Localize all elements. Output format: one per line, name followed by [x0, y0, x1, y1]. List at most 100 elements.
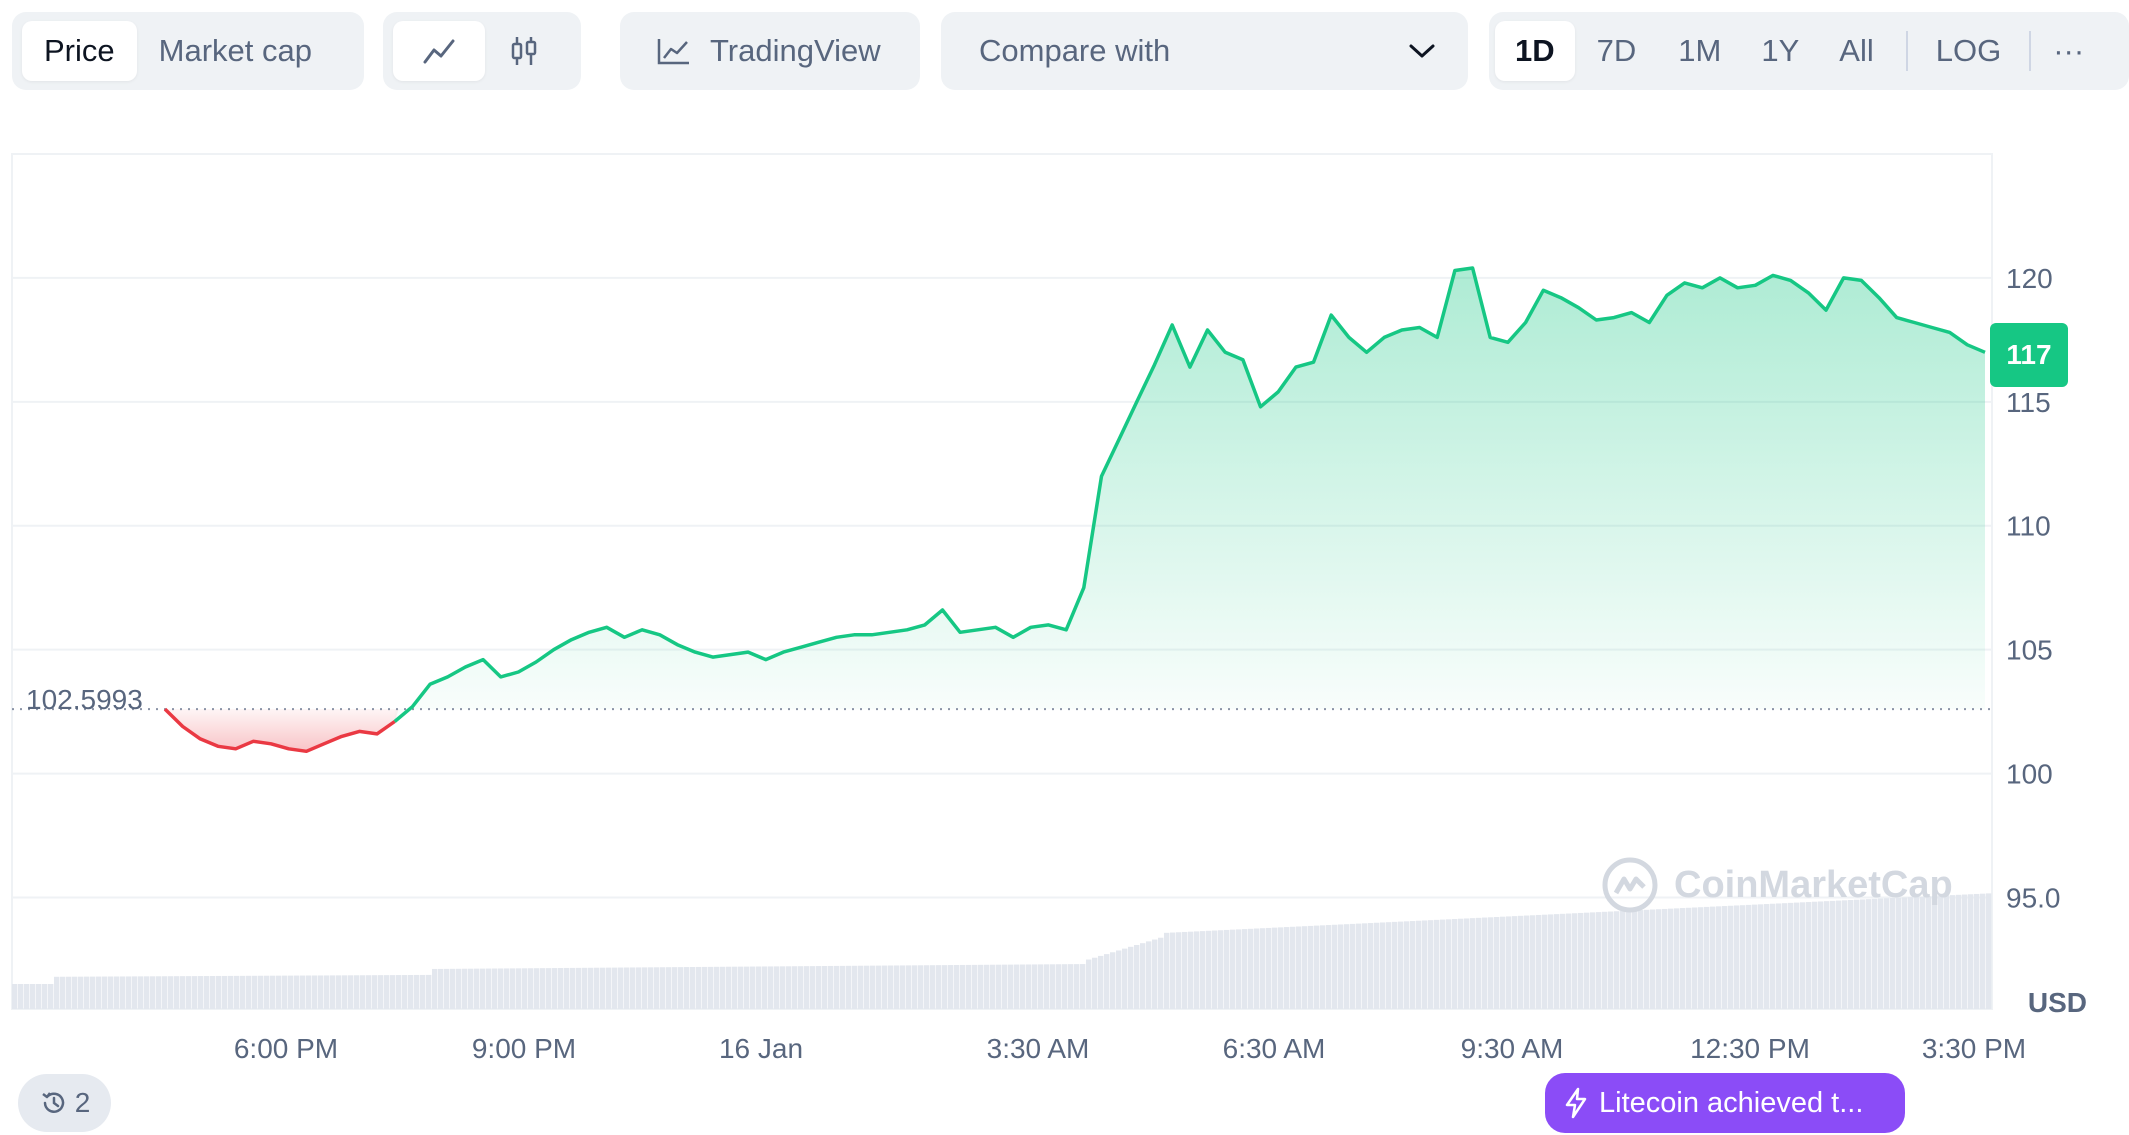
volume-bar [1542, 914, 1548, 1009]
volume-bar [672, 967, 678, 1009]
volume-bar [192, 976, 198, 1009]
chart-style-toggle [383, 12, 581, 90]
chevron-down-icon [1409, 44, 1435, 58]
volume-bar [180, 976, 186, 1009]
tab-price[interactable]: Price [22, 21, 137, 81]
volume-bar [1674, 908, 1680, 1009]
volume-bar [1368, 923, 1374, 1009]
volume-bar [924, 965, 930, 1009]
volume-bar [690, 967, 696, 1009]
volume-bar [570, 967, 576, 1009]
volume-bar [1614, 911, 1620, 1009]
volume-bar [1518, 915, 1524, 1009]
volume-bar [1098, 955, 1104, 1009]
volume-bar [384, 975, 390, 1009]
volume-bar [12, 984, 18, 1009]
volume-bar [1680, 908, 1686, 1009]
candlestick-chart-button[interactable] [485, 21, 563, 81]
volume-bar [1206, 930, 1212, 1009]
volume-bar [1416, 920, 1422, 1009]
volume-bar [1548, 914, 1554, 1009]
volume-bar [1620, 910, 1626, 1009]
volume-bar [312, 975, 318, 1009]
volume-bar [972, 964, 978, 1009]
volume-bar [300, 975, 306, 1009]
volume-bar [1782, 903, 1788, 1009]
volume-bars [12, 893, 1992, 1009]
range-7d[interactable]: 7D [1596, 33, 1637, 68]
volume-bar [378, 975, 384, 1009]
notification-badge[interactable]: Litecoin achieved t... [1545, 1073, 1905, 1133]
volume-bar [1734, 905, 1740, 1009]
volume-bar [702, 966, 708, 1009]
volume-bar [834, 965, 840, 1009]
volume-bar [396, 975, 402, 1009]
volume-bar [1764, 904, 1770, 1009]
volume-bar [552, 968, 558, 1009]
range-1d[interactable]: 1D [1495, 21, 1575, 81]
volume-bar [624, 967, 630, 1009]
line-chart-button[interactable] [393, 21, 485, 81]
volume-bar [1140, 943, 1146, 1009]
volume-bar [1596, 912, 1602, 1009]
volume-bar [1362, 923, 1368, 1009]
range-1m[interactable]: 1M [1678, 33, 1722, 68]
volume-bar [108, 976, 114, 1009]
volume-bar [138, 976, 144, 1009]
volume-bar [1176, 932, 1182, 1009]
tradingview-label: TradingView [710, 33, 881, 68]
volume-bar [1716, 906, 1722, 1009]
volume-bar [1920, 896, 1926, 1009]
volume-bar [288, 975, 294, 1009]
volume-bar [252, 975, 258, 1009]
volume-bar [648, 967, 654, 1009]
range-divider [1905, 31, 1908, 71]
price-area-down [165, 709, 399, 752]
volume-bar [756, 966, 762, 1009]
tradingview-button[interactable]: TradingView [620, 12, 920, 90]
history-button[interactable]: 2 [18, 1074, 111, 1132]
volume-bar [894, 965, 900, 1009]
volume-bar [1476, 917, 1482, 1009]
x-tick-label: 6:00 PM [234, 1033, 338, 1064]
volume-bar [1002, 964, 1008, 1009]
volume-bar [1560, 913, 1566, 1009]
volume-bar [534, 968, 540, 1009]
volume-bar [210, 976, 216, 1009]
y-tick-label: 100 [2006, 759, 2053, 790]
volume-bar [846, 965, 852, 1009]
more-options-button[interactable]: ··· [2053, 33, 2085, 68]
volume-bar [1218, 930, 1224, 1009]
volume-bar [462, 968, 468, 1009]
volume-bar [1086, 959, 1092, 1009]
compare-with-dropdown[interactable]: Compare with [941, 12, 1468, 90]
volume-bar [1956, 894, 1962, 1009]
range-all[interactable]: All [1839, 33, 1874, 68]
volume-bar [1788, 902, 1794, 1009]
range-1y[interactable]: 1Y [1761, 33, 1800, 68]
y-axis: 120 115 110 105 100 95.0 [2006, 263, 2061, 914]
volume-bar [96, 976, 102, 1009]
history-count: 2 [74, 1087, 91, 1118]
watermark-text: CoinMarketCap [1674, 863, 1953, 906]
volume-bar [1410, 921, 1416, 1009]
volume-bar [1536, 914, 1542, 1009]
volume-bar [318, 975, 324, 1009]
volume-bar [1224, 929, 1230, 1009]
reference-price-label: 102.5993 [26, 684, 143, 715]
volume-bar [990, 964, 996, 1009]
volume-bar [198, 976, 204, 1009]
volume-bar [798, 966, 804, 1009]
volume-bar [114, 976, 120, 1009]
trading-view-chart-icon [657, 39, 689, 65]
volume-bar [1092, 957, 1098, 1009]
lightning-icon [1565, 1087, 1587, 1119]
tab-market-cap[interactable]: Market cap [158, 33, 312, 68]
price-line-down [163, 707, 396, 754]
volume-bar [666, 967, 672, 1009]
volume-bar [1890, 897, 1896, 1009]
volume-bar [342, 975, 348, 1009]
volume-bar [42, 984, 48, 1009]
log-scale-toggle[interactable]: LOG [1935, 33, 2002, 68]
